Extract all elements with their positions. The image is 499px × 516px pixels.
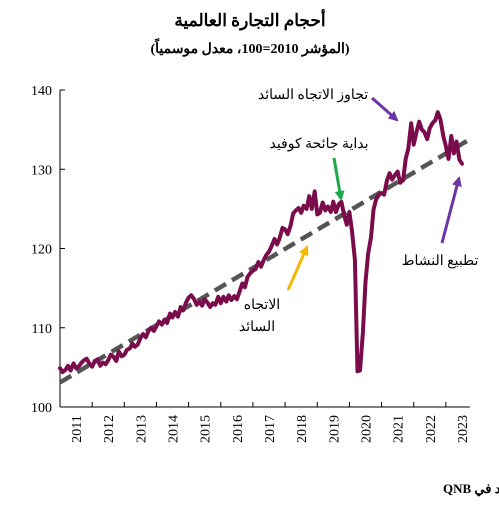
annotation-trend-above: تجاوز الاتجاه السائد [258,88,368,103]
chart-title: أحجام التجارة العالمية [174,8,326,31]
x-tick-label: 2013 [134,415,149,443]
annotation-normalization: تطبيع النشاط [402,254,479,269]
x-tick-label: 2015 [199,415,214,443]
source-note: المصادر: مكتب تحليل السياسات الاقتصادية،… [443,481,499,497]
annotation-arrow-covid-start [332,157,345,201]
axes [59,89,470,408]
x-tick-label: 2018 [295,415,310,443]
x-tick-label: 2011 [70,415,85,442]
y-tick-label: 130 [31,163,52,178]
trade-volume-line [58,110,464,375]
x-tick-label: 2020 [359,415,374,443]
annotation-arrow-trend [286,245,309,291]
x-tick-label: 2016 [231,415,246,443]
chart-subtitle: (المؤشر 2010=100، معدل موسمياً) [150,38,349,57]
x-tick-label: 2023 [456,415,471,443]
annotation-covid-start: بداية جائحة كوفيد [269,137,368,152]
y-tick-label: 110 [32,322,52,337]
y-tick-label: 120 [31,243,52,258]
x-tick-label: 2014 [167,415,182,443]
x-tick-label: 2019 [327,415,342,443]
x-tick-label: 2012 [102,415,117,443]
annotation-trend-line2: السائد [239,320,275,335]
series-layer [58,110,472,385]
x-tick-label: 2022 [424,415,439,443]
y-tick-label: 100 [31,401,52,416]
annotations: تجاوز الاتجاه السائد بداية جائحة كوفيد الا… [239,88,479,335]
x-tick-label: 2017 [263,415,278,443]
tick-labels: 100 110 120 130 140 2011 2012 2013 2014 2015 2016 2… [31,84,471,443]
annotation-arrow-normalization [440,176,462,244]
x-tick-label: 2021 [392,415,407,443]
annotation-arrow-trend-above [371,96,399,122]
y-tick-label: 140 [31,84,52,99]
annotation-trend-line1: الاتجاه [244,298,280,313]
